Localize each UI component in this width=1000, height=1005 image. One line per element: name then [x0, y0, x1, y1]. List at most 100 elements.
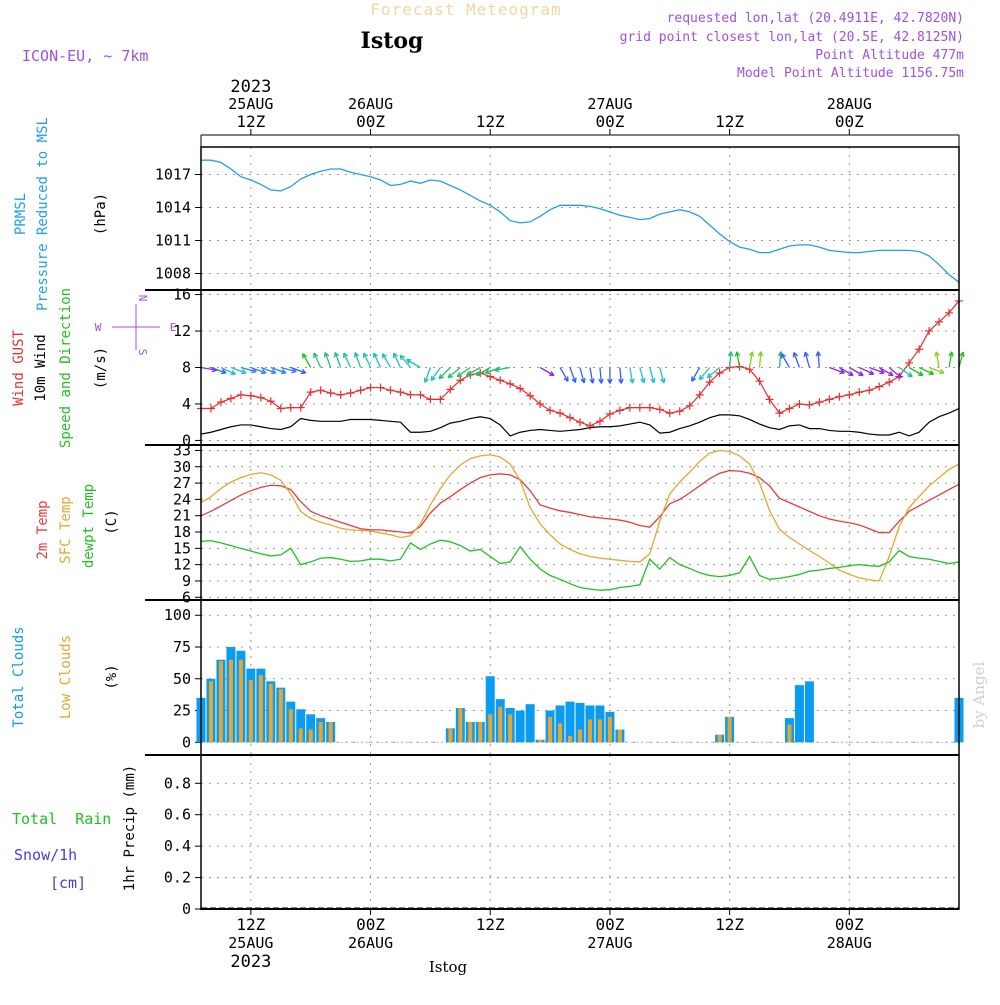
pressure-y-tick-label: 1011 [155, 232, 191, 250]
bottom-date-label: 25AUG [228, 934, 273, 952]
gust-marker [506, 379, 515, 388]
wind-direction-arrow [888, 367, 903, 379]
low-cloud-bar [218, 660, 223, 743]
wind-direction-arrow [373, 352, 382, 368]
wind-direction-arrow [869, 366, 885, 375]
wind-direction-arrow [430, 367, 441, 382]
top-hour-label: 12Z [476, 112, 505, 131]
gust-marker [406, 390, 415, 399]
wind-direction-arrow [456, 366, 471, 378]
precip-labels: Total Rain Snow/1h [cm] 1hr Precip (mm) [12, 765, 138, 892]
gust-marker [396, 388, 405, 397]
wind10-line [200, 407, 960, 437]
gust-marker [486, 372, 495, 381]
gust-marker [605, 410, 614, 418]
low-cloud-bar [258, 674, 263, 743]
gust-marker [885, 378, 894, 387]
gust-marker [516, 384, 525, 393]
wind-direction-arrow [363, 352, 372, 368]
snow-unit-label: [cm] [50, 874, 86, 892]
gust-marker [456, 376, 465, 385]
wind-direction-arrow [392, 352, 402, 368]
gust-marker [675, 407, 684, 416]
gust-marker [915, 345, 924, 354]
temp2m-label: 2m Temp [35, 500, 51, 559]
clouds-panel: 0 25 50 75 100 [164, 599, 964, 756]
wind-direction-arrow [210, 366, 227, 375]
low-cloud-bar [498, 706, 503, 743]
dewpt-line [200, 539, 960, 591]
wind-direction-arrow [958, 351, 965, 368]
total-rain-label: Total Rain [12, 810, 111, 828]
total-cloud-bar [565, 701, 575, 743]
gust-marker [705, 378, 714, 387]
clouds-y-tick-label: 75 [173, 638, 191, 656]
gust-marker [795, 399, 804, 408]
top-hour-label: 12Z [236, 112, 265, 131]
gust-marker [905, 358, 914, 367]
wind-direction-arrow [220, 366, 236, 375]
watermark: by Angel [970, 661, 988, 728]
precip-axis-label: 1hr Precip (mm) [122, 765, 138, 891]
total-cloud-bar [296, 709, 306, 743]
gust-marker [835, 392, 844, 401]
wind-direction-arrow [200, 366, 218, 373]
wind-direction-arrow [539, 366, 555, 377]
gust-marker [276, 404, 285, 413]
top-date-label: 28AUG [827, 95, 872, 113]
precipitation-y-tick-label: 0.6 [164, 806, 191, 824]
pressure-line [201, 159, 960, 283]
wind-direction-arrow [353, 351, 362, 368]
footer-location: Istog [429, 958, 468, 976]
clouds-y-tick-label: 0 [182, 733, 191, 751]
compass-e: E [170, 321, 177, 334]
wind-direction-arrow [559, 367, 569, 382]
compass-w: W [95, 321, 102, 334]
clouds-y-tick-label: 100 [164, 606, 191, 624]
wind-direction-arrow [815, 351, 822, 368]
gust-marker [625, 403, 634, 412]
grid-point-coords: grid point closest lon,lat (20.5E, 42.81… [620, 30, 964, 45]
wind-direction-arrow [918, 366, 935, 375]
low-cloud-bar [727, 716, 732, 743]
gust-marker [316, 386, 325, 395]
gust-marker [635, 403, 644, 412]
pressure-y-tick-label: 1017 [155, 166, 191, 184]
total-cloud-bar [525, 704, 535, 743]
low-cloud-bar [208, 681, 213, 743]
gust-marker [436, 395, 445, 404]
bottom-year-label: 2023 [230, 952, 271, 972]
temperature-y-tick-label: 21 [173, 507, 191, 525]
wind-direction-arrow [629, 367, 635, 384]
gust-marker [496, 376, 505, 385]
wind-direction-arrow [343, 352, 352, 368]
wind-direction-arrow [447, 367, 461, 379]
temp-unit: (C) [104, 509, 120, 534]
gust-marker [326, 389, 335, 398]
wind-direction-arrow [618, 367, 624, 384]
temperature-y-tick-label: 6 [182, 588, 191, 606]
prmsl-label: PRMSL [13, 193, 29, 235]
low-cloud-bar [508, 714, 513, 743]
low-cloud-bar [597, 719, 602, 743]
low-cloud-bar [248, 680, 253, 743]
wind-direction-arrow [803, 351, 811, 368]
wind-direction-arrow [494, 366, 511, 373]
wind-labels: Wind GUST 10m Wind Speed and Direction (… [11, 288, 176, 448]
clouds-unit: (%) [104, 664, 120, 689]
pressure-y-tick-label: 1008 [155, 265, 191, 283]
gust-marker [446, 385, 455, 394]
wind-direction-arrow [908, 366, 924, 377]
pressure-labels: PRMSL Pressure Reduced to MSL (hPa) [13, 117, 109, 311]
low-cloud-bar [278, 688, 283, 743]
bottom-hour-label: 00Z [356, 915, 385, 934]
gust-marker [815, 398, 824, 407]
low-cloud-bar [448, 728, 453, 743]
low-clouds-label: Low Clouds [58, 635, 74, 719]
gust-marker [685, 401, 694, 410]
wind-direction-arrow [748, 351, 755, 368]
pressure-frame [200, 146, 960, 291]
low-cloud-bar [268, 683, 273, 743]
